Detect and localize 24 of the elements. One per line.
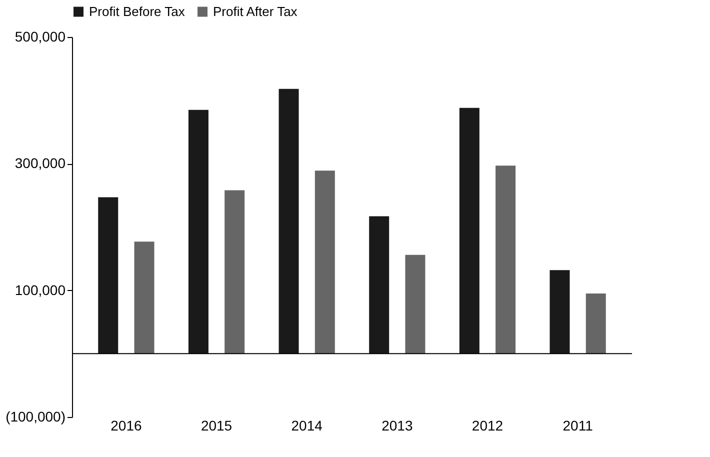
- bar: [98, 197, 118, 354]
- y-tick-label: 500,000: [14, 28, 66, 44]
- legend-label: Profit Before Tax: [89, 4, 186, 19]
- x-tick-label: 2013: [382, 418, 413, 434]
- bar: [188, 110, 208, 354]
- y-tick-label: 100,000: [14, 282, 66, 298]
- bar: [496, 166, 516, 354]
- x-tick-label: 2016: [110, 418, 142, 434]
- x-tick-label: 2015: [200, 418, 232, 434]
- bar: [369, 216, 390, 354]
- x-tick-label: 2012: [472, 418, 504, 434]
- bar: [586, 294, 606, 354]
- bar: [550, 270, 570, 354]
- x-tick-label: 2014: [291, 418, 323, 434]
- bar: [134, 242, 154, 354]
- bar: [405, 254, 426, 354]
- legend-label: Profit After Tax: [213, 4, 298, 19]
- y-tick-label: (100,000): [6, 408, 66, 424]
- bar: [278, 88, 299, 354]
- x-tick-label: 2011: [562, 418, 594, 434]
- bar: [459, 108, 480, 354]
- y-tick-label: 300,000: [14, 155, 66, 172]
- bar: [224, 190, 245, 354]
- bar: [314, 170, 335, 354]
